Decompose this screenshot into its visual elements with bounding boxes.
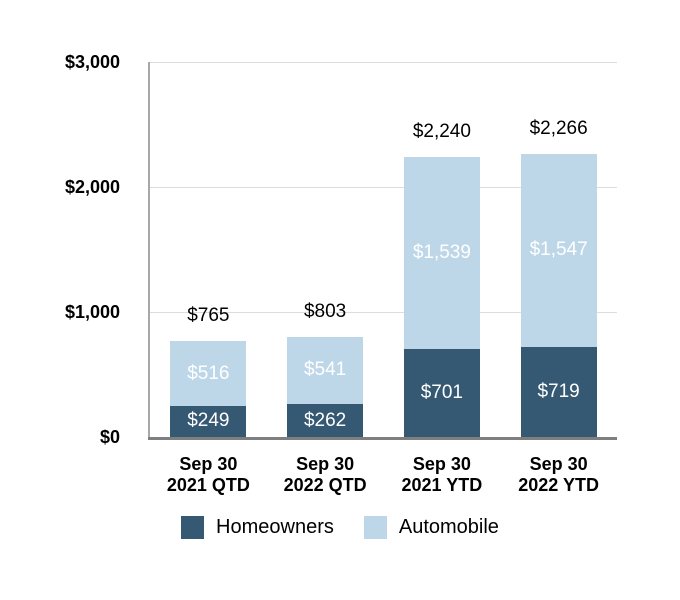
x-axis-category-line2: 2021 QTD: [166, 475, 250, 495]
segment-value-label: $249: [187, 410, 230, 432]
y-axis-tick-label: $1,000: [64, 302, 120, 322]
gridline: [150, 187, 617, 188]
gridline: [150, 312, 617, 313]
bar-total-label: $2,266: [529, 117, 588, 139]
segment-value-label: $1,547: [529, 239, 588, 261]
bar-segment-automobile: [287, 336, 364, 405]
x-axis-category-line2: 2022 QTD: [283, 475, 367, 495]
legend-item-automobile: Automobile: [363, 516, 499, 539]
x-axis-category-label: Sep 30 2022 QTD: [263, 454, 387, 496]
legend: Homeowners Automobile: [0, 516, 680, 539]
bar-segment-automobile: [403, 157, 480, 350]
x-axis-category-line1: Sep 30: [412, 454, 471, 474]
x-axis-category-line1: Sep 30: [179, 454, 238, 474]
y-axis-tick-label: $3,000: [64, 52, 120, 72]
legend-swatch-automobile: [363, 516, 387, 539]
x-axis-line: [148, 437, 617, 440]
y-axis-line: [148, 62, 150, 439]
segment-value-label: $541: [303, 359, 347, 381]
bar-segment-homeowners: [170, 405, 247, 437]
bar-segment-homeowners: [287, 404, 364, 437]
x-axis-category-line2: 2021 YTD: [401, 475, 483, 495]
bar-total-label: $765: [187, 305, 230, 327]
gridline: [150, 62, 617, 63]
segment-value-label: $262: [303, 409, 347, 431]
bar-segment-automobile: [520, 153, 597, 348]
y-axis-tick-label: $0: [99, 427, 120, 447]
x-axis-category-line1: Sep 30: [296, 454, 355, 474]
segment-value-label: $719: [537, 381, 580, 403]
segment-value-label: $516: [187, 362, 230, 384]
legend-item-homeowners: Homeowners: [181, 516, 334, 539]
x-axis-category-label: Sep 30 2021 QTD: [146, 454, 270, 496]
segment-value-label: $1,539: [412, 242, 471, 264]
bar-total-label: $2,240: [412, 121, 471, 142]
x-axis-category-label: Sep 30 2022 YTD: [497, 454, 621, 496]
legend-swatch-homeowners: [181, 516, 205, 539]
bar-segment-automobile: [170, 341, 247, 406]
legend-label: Homeowners: [216, 516, 334, 538]
legend-label: Automobile: [398, 516, 499, 538]
bar-segment-homeowners: [403, 349, 480, 437]
bar-total-label: $803: [303, 300, 347, 322]
bar-segment-homeowners: [520, 347, 597, 437]
x-axis-category-label: Sep 30 2021 YTD: [380, 454, 504, 496]
x-axis-category-line2: 2022 YTD: [518, 475, 599, 495]
y-axis-tick-label: $2,000: [64, 177, 120, 197]
x-axis-category-line1: Sep 30: [529, 454, 588, 474]
segment-value-label: $701: [420, 382, 464, 404]
